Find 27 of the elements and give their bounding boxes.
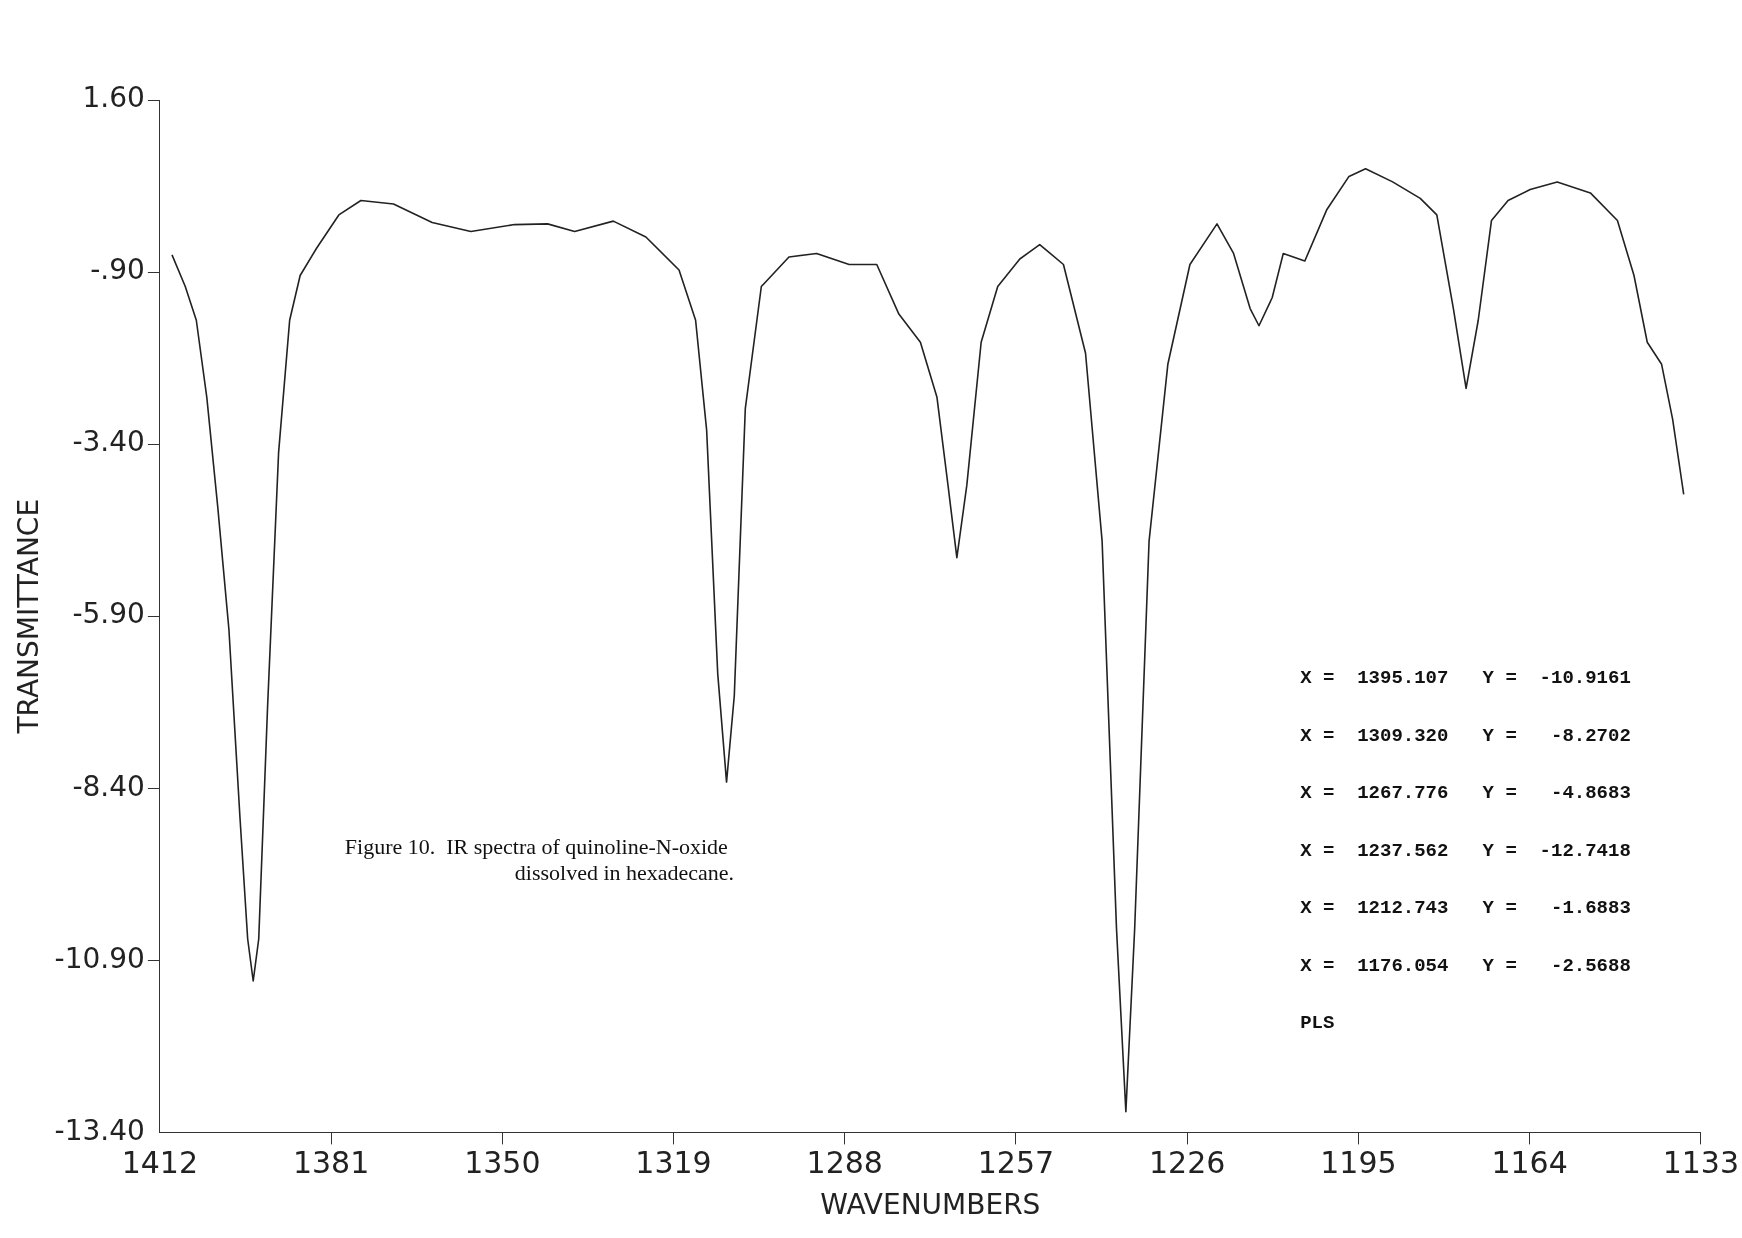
annotation: X = 1309.320 Y = -8.2702 — [1300, 724, 1631, 747]
y-tick-label: -8.40 — [72, 769, 145, 803]
x-tick-label: 1412 — [121, 1145, 199, 1181]
y-tick-label: -.90 — [90, 253, 145, 287]
annotation: PLS — [1300, 1012, 1335, 1035]
x-tick-label: 1226 — [1148, 1145, 1226, 1181]
y-tick-label: -3.40 — [72, 425, 145, 459]
y-tick-label: -5.90 — [72, 597, 145, 631]
x-tick-label: 1133 — [1662, 1145, 1740, 1181]
annotation: X = 1212.743 Y = -1.6883 — [1300, 897, 1631, 920]
x-axis-title: WAVENUMBERS — [820, 1188, 1041, 1222]
x-tick-label: 1257 — [977, 1145, 1055, 1181]
x-tick-label: 1350 — [464, 1145, 541, 1181]
x-tick-label: 1164 — [1491, 1145, 1568, 1181]
x-tick-label: 1195 — [1320, 1145, 1397, 1181]
x-tick-label: 1319 — [635, 1145, 712, 1181]
annotation: Figure 10. IR spectra of quinoline-N-oxide dissolved in hexadecane. — [344, 833, 735, 885]
x-tick-label: 1381 — [292, 1145, 370, 1181]
y-tick-label: 1.60 — [82, 81, 145, 115]
annotation: X = 1267.776 Y = -4.8683 — [1300, 782, 1631, 805]
annotation: X = 1395.107 Y = -10.9161 — [1300, 667, 1631, 690]
y-tick-label: -10.90 — [54, 941, 145, 975]
x-tick-label: 1288 — [806, 1145, 883, 1181]
y-tick-label: -13.40 — [54, 1113, 145, 1147]
y-axis-title: TRANSMITTANCE — [12, 498, 46, 735]
annotation: X = 1176.054 Y = -2.5688 — [1300, 954, 1631, 977]
annotation: X = 1237.562 Y = -12.7418 — [1300, 839, 1631, 862]
